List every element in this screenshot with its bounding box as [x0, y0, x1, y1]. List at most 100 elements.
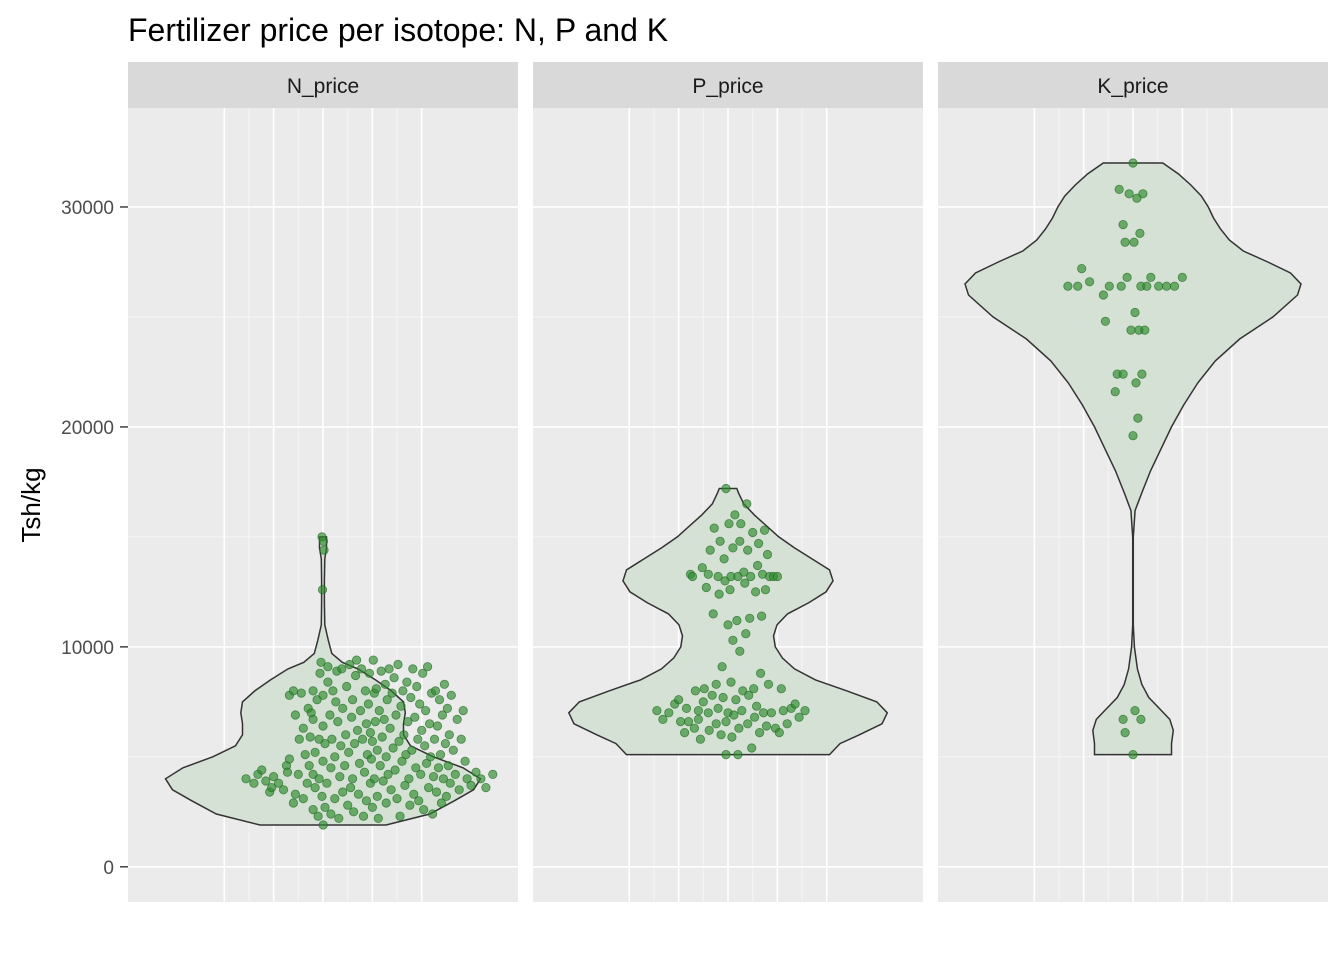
data-point [1085, 277, 1095, 287]
data-point [284, 754, 294, 764]
data-point [1130, 705, 1140, 716]
data-point [384, 664, 394, 674]
data-point [290, 789, 300, 799]
data-point [703, 708, 713, 718]
data-point [405, 800, 415, 810]
data-point [372, 791, 382, 802]
data-point [439, 679, 449, 689]
data-point [399, 730, 409, 740]
data-point [731, 695, 741, 705]
data-point [267, 782, 277, 793]
facet-panel-N_price: N_price [128, 62, 518, 902]
data-point [1122, 272, 1132, 282]
data-point [728, 635, 738, 645]
data-point [718, 692, 728, 703]
data-point [749, 684, 759, 694]
data-point [322, 778, 332, 788]
data-point [342, 681, 352, 692]
data-point [740, 578, 750, 588]
data-point [746, 571, 756, 582]
data-point [298, 723, 308, 733]
data-point [382, 695, 392, 705]
data-point [419, 804, 429, 815]
data-point [421, 758, 432, 769]
data-point [323, 662, 333, 672]
data-point [326, 763, 336, 773]
data-point [699, 684, 709, 694]
data-point [268, 771, 279, 782]
data-point [433, 763, 444, 773]
facet-strip [128, 62, 518, 108]
data-point [683, 716, 694, 727]
data-point [336, 741, 346, 751]
data-point [395, 811, 405, 821]
data-point [708, 609, 718, 619]
data-point [341, 730, 351, 740]
data-point [733, 749, 743, 760]
data-point [778, 705, 788, 716]
data-point [344, 659, 355, 670]
data-point [305, 732, 315, 742]
data-point [754, 727, 765, 738]
data-point [745, 613, 755, 623]
data-point [313, 811, 323, 821]
data-point [391, 710, 401, 720]
data-point [402, 677, 412, 687]
data-point [334, 813, 344, 824]
data-point [1110, 387, 1120, 397]
data-point [340, 760, 350, 771]
data-point [422, 662, 433, 672]
data-point [338, 703, 348, 714]
data-point [456, 734, 466, 744]
data-point [261, 776, 271, 786]
data-point [359, 767, 370, 777]
data-point [800, 705, 810, 716]
data-point [370, 716, 380, 727]
data-point [355, 705, 366, 716]
data-point [747, 743, 757, 753]
data-point [695, 734, 706, 744]
data-point [772, 571, 783, 582]
data-point [347, 695, 358, 705]
data-point [790, 699, 800, 709]
data-point [427, 809, 438, 819]
data-point [317, 791, 327, 802]
data-point [762, 549, 773, 560]
data-point [411, 763, 421, 773]
data-point [748, 527, 758, 538]
data-point [690, 686, 701, 696]
data-point [707, 690, 717, 700]
data-point [742, 499, 752, 509]
data-point [308, 714, 318, 725]
data-point [317, 585, 328, 595]
facet-strip [533, 62, 923, 108]
data-point [328, 686, 338, 696]
data-point [689, 723, 700, 733]
data-point [697, 563, 707, 573]
data-point [335, 771, 345, 782]
data-point [315, 668, 325, 678]
data-point [760, 585, 771, 595]
data-point [446, 690, 456, 700]
data-point [476, 774, 486, 784]
data-point [396, 701, 406, 711]
data-point [734, 723, 744, 733]
data-point [755, 668, 766, 678]
data-point [1133, 413, 1143, 423]
data-point [416, 769, 426, 780]
data-point [409, 789, 419, 799]
data-point [726, 677, 736, 687]
data-point [380, 679, 390, 689]
data-point [418, 668, 428, 678]
data-point [440, 738, 450, 749]
data-point [378, 776, 388, 786]
data-point [1063, 281, 1073, 291]
data-point [310, 782, 320, 793]
facet-label: K_price [1097, 75, 1168, 98]
data-point [705, 545, 715, 555]
data-point [698, 697, 708, 707]
data-point [725, 585, 735, 595]
data-point [320, 738, 330, 749]
data-point [794, 712, 804, 722]
data-point [358, 811, 369, 821]
